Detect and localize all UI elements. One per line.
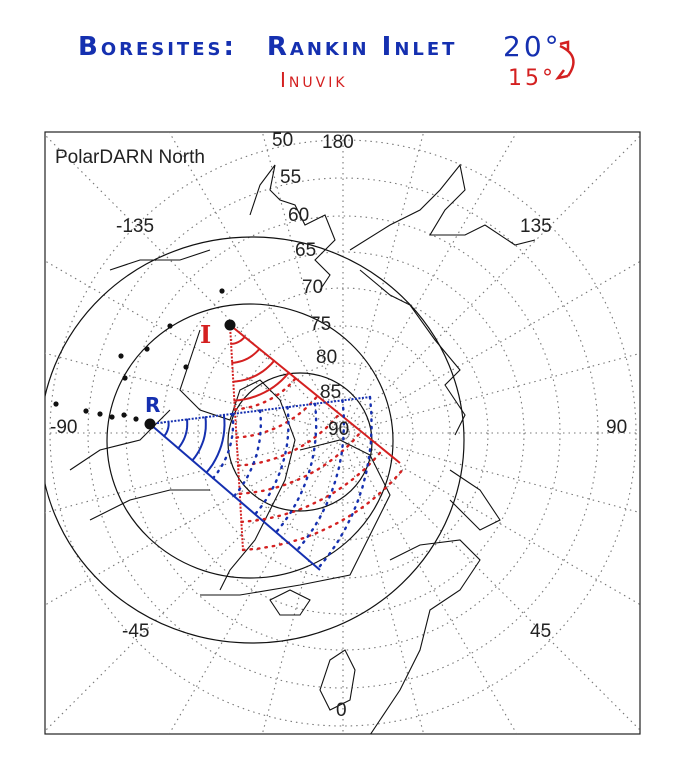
swap-arrow-icon <box>559 44 575 77</box>
latitude-circle <box>87 177 599 689</box>
longitude-label-upper_right: 135 <box>520 216 552 237</box>
range-gate <box>241 465 407 552</box>
range-gate <box>205 413 226 474</box>
longitude-label-right: 90 <box>606 417 627 438</box>
site-dot <box>144 346 150 352</box>
site-dot <box>219 288 225 294</box>
rankin-label: Rankin Inlet <box>266 32 458 62</box>
site-dot <box>83 408 89 414</box>
site-dot <box>133 416 139 422</box>
latitude-circle <box>161 251 525 615</box>
latitude-label: 70 <box>302 277 323 298</box>
range-gate <box>232 359 276 383</box>
radar-fields-of-view <box>144 319 407 571</box>
latitude-label: 90 <box>328 419 349 440</box>
site-dot <box>167 323 173 329</box>
range-gate <box>253 405 290 516</box>
latitude-circle <box>197 287 489 579</box>
range-gate <box>233 371 290 402</box>
boundary-circle <box>45 236 465 644</box>
latitude-label: 50 <box>272 130 293 151</box>
meridian-line <box>342 132 425 434</box>
latitude-label: 55 <box>280 167 301 188</box>
rankin-marker-label: R <box>145 393 160 417</box>
site-dot <box>109 414 115 420</box>
latitude-label: 65 <box>295 240 316 261</box>
site-dot <box>122 375 128 381</box>
meridian-line <box>342 432 640 731</box>
site-markers <box>53 288 225 422</box>
arrow-heads-icon <box>555 40 570 80</box>
meridian-line <box>342 135 640 434</box>
meridian-line <box>342 132 518 434</box>
longitude-label-bottom: 0 <box>336 700 347 721</box>
meridian-line <box>45 352 344 434</box>
meridian-line <box>261 432 344 734</box>
inuvik-marker-label: I <box>200 320 211 349</box>
longitude-label-upper_left: -135 <box>116 216 154 237</box>
inuvik-label: Inuvik <box>280 68 348 92</box>
rankin-angle: 20° <box>503 30 562 63</box>
site-dot <box>183 364 189 370</box>
meridian-line <box>261 132 344 434</box>
meridian-line <box>342 352 640 434</box>
site-dot <box>118 353 124 359</box>
latitude-label: 60 <box>288 205 309 226</box>
latitude-circle <box>272 362 414 504</box>
boresites-heading: Boresites: Rankin Inlet <box>78 32 457 62</box>
range-gate <box>177 418 189 450</box>
latitude-label: 80 <box>316 347 337 368</box>
map-title: PolarDARN North <box>55 147 205 168</box>
meridian-line <box>342 432 640 605</box>
site-dot <box>97 411 103 417</box>
meridian-line <box>168 432 344 734</box>
meridian-line <box>45 432 344 514</box>
graticule-labels: 50 55 60 65 70 75 80 85 90 180 -135 135 -90 90 -45 45 0 <box>50 130 627 721</box>
rankin-radar-site <box>144 418 156 430</box>
boundary-circle <box>106 303 394 579</box>
range-gate <box>231 347 261 364</box>
site-dot <box>53 401 59 407</box>
range-gate <box>235 394 319 439</box>
site-dot <box>121 412 127 418</box>
range-gate <box>191 416 207 462</box>
latitude-circle <box>125 215 561 651</box>
range-gate <box>230 335 246 345</box>
inuvik-radar-site <box>224 319 236 331</box>
range-gate <box>232 409 263 498</box>
coastlines <box>69 163 536 734</box>
range-gate <box>274 402 318 534</box>
longitude-label-top: 180 <box>322 132 354 153</box>
range-gate <box>238 430 363 495</box>
meridian-line <box>342 432 518 734</box>
longitude-label-left: -90 <box>50 417 77 438</box>
latitude-circle <box>306 396 380 470</box>
beam-edge <box>229 324 401 464</box>
inuvik-angle: 15° <box>508 66 556 91</box>
meridian-line <box>342 432 425 734</box>
range-gate <box>163 420 170 438</box>
boundary-circle <box>227 372 373 512</box>
range-gate <box>295 399 346 552</box>
range-gate <box>240 448 385 524</box>
range-gate <box>316 395 373 570</box>
meridian-line <box>45 260 344 434</box>
latitude-label: 75 <box>310 314 331 335</box>
longitude-label-lower_left: -45 <box>122 621 149 642</box>
latitude-label: 85 <box>320 382 341 403</box>
meridian-line <box>342 261 640 434</box>
latitude-circle <box>235 325 451 541</box>
heading-text: Boresites: <box>78 32 237 62</box>
graticule <box>45 132 640 734</box>
range-gate <box>236 412 341 467</box>
meridian-line <box>45 432 344 732</box>
longitude-label-lower_right: 45 <box>530 621 551 642</box>
range-gate <box>233 377 297 411</box>
